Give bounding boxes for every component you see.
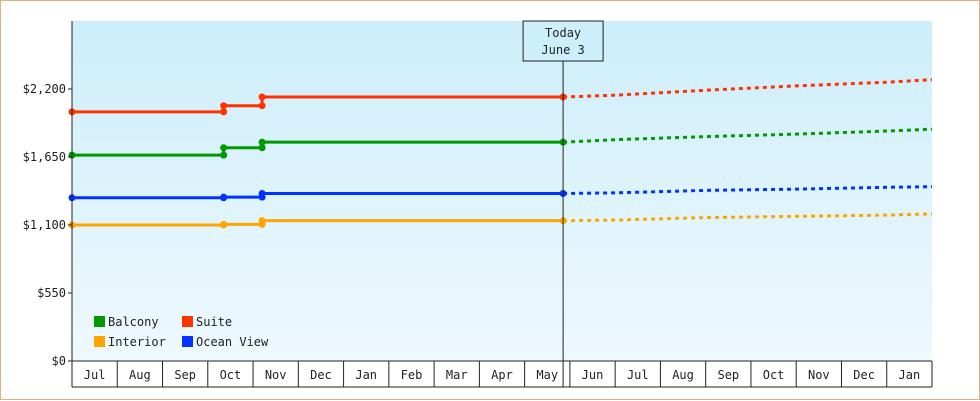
x-tick-label: Jan (899, 368, 921, 382)
series-line-ocean-view (72, 191, 564, 200)
forecast-line-ocean-view (563, 185, 933, 195)
forecast-line-suite (563, 78, 933, 99)
x-tick-label: Dec (853, 368, 875, 382)
legend-label-interior: Interior (108, 335, 166, 349)
today-box (522, 20, 604, 62)
data-point-ocean-view (220, 193, 228, 201)
x-tick-label: Nov (808, 368, 830, 382)
x-tick-label: Apr (491, 368, 513, 382)
today-label: Today (545, 26, 581, 40)
data-point-balcony (220, 151, 228, 159)
x-tick-label: Jan (355, 368, 377, 382)
x-tick-label: May (536, 368, 558, 382)
legend-label-suite: Suite (196, 315, 232, 329)
x-tick-label: Jul (627, 368, 649, 382)
data-point-interior (220, 220, 228, 228)
legend-label-balcony: Balcony (108, 315, 159, 329)
data-point-suite (258, 102, 266, 110)
x-tick-label: Mar (446, 368, 468, 382)
x-tick-label: Jul (84, 368, 106, 382)
x-tick-label: Sep (717, 368, 739, 382)
legend-swatch-interior (94, 336, 105, 347)
series-line-suite (72, 95, 564, 114)
data-point-ocean-view (258, 189, 266, 197)
today-date: June 3 (541, 43, 584, 57)
x-tick-label: Oct (763, 368, 785, 382)
data-point-suite (220, 102, 228, 110)
y-tick-label: $1,650 (23, 150, 66, 164)
data-point-balcony (258, 144, 266, 152)
x-tick-label: Oct (220, 368, 242, 382)
forecast-line-interior (563, 212, 933, 223)
data-point-suite (220, 108, 228, 116)
data-point-balcony (258, 138, 266, 146)
legend-swatch-ocean-view (182, 336, 193, 347)
y-tick-label: $2,200 (23, 82, 66, 96)
x-tick-label: Dec (310, 368, 332, 382)
series-line-interior (72, 219, 564, 227)
x-tick-label: Nov (265, 368, 287, 382)
x-tick-label: Feb (401, 368, 423, 382)
y-tick-label: $550 (37, 286, 66, 300)
legend-swatch-balcony (94, 316, 105, 327)
x-tick-label: Aug (672, 368, 694, 382)
y-tick-label: $1,100 (23, 218, 66, 232)
data-point-balcony (220, 144, 228, 152)
x-tick-label: Jun (582, 368, 604, 382)
legend-label-ocean-view: Ocean View (196, 335, 269, 349)
forecast-line-balcony (563, 127, 933, 144)
x-tick-label: Aug (129, 368, 151, 382)
series-line-balcony (72, 140, 564, 157)
y-tick-label: $0 (52, 354, 66, 368)
legend-swatch-suite (182, 316, 193, 327)
data-point-suite (258, 93, 266, 101)
data-point-interior (258, 217, 266, 225)
plot-area (72, 21, 932, 361)
x-tick-label: Sep (174, 368, 196, 382)
